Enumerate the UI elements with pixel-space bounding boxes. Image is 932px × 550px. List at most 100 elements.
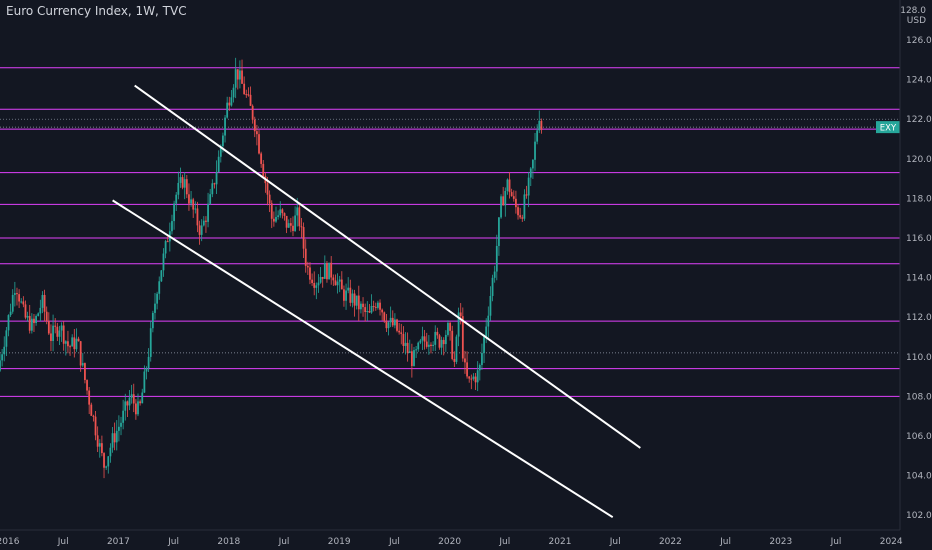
candle-body — [5, 330, 8, 347]
candle-body — [283, 213, 286, 216]
candle-body — [377, 302, 379, 308]
candle-body — [39, 307, 42, 314]
candle-body — [406, 342, 409, 354]
candle-body — [334, 280, 337, 286]
candle-body — [408, 351, 411, 354]
price-tick-label: 106.0 — [906, 432, 932, 442]
candle-body — [77, 338, 80, 342]
time-axis[interactable]: 2016 Jul 2017 Jul 2018 Jul 2019 Jul 2020 Jul 2021 J… — [0, 529, 903, 547]
candle-body — [495, 245, 498, 272]
candle-body — [92, 415, 95, 417]
price-axis[interactable]: 126.0 124.0 122.0 120.0 118.0 116.0 114.0 112.0… — [899, 0, 932, 550]
candle-body — [498, 217, 500, 246]
price-tick-label: 108.0 — [906, 392, 932, 402]
candle-body — [183, 179, 186, 188]
candle-body — [207, 203, 209, 222]
candle-body — [419, 340, 422, 343]
candle-body — [385, 320, 388, 329]
candle-body — [292, 225, 294, 231]
channel-line[interactable] — [134, 84, 641, 449]
candle-body — [485, 326, 488, 337]
candle-body — [22, 301, 25, 305]
candle-body — [476, 370, 479, 383]
candle-body — [35, 315, 37, 324]
time-tick-label: Jul — [167, 537, 179, 547]
candle-body — [196, 208, 199, 226]
time-tick-label: 2019 — [328, 537, 351, 547]
candle-body — [268, 194, 271, 204]
candle-body — [236, 69, 239, 80]
candle-body — [64, 341, 67, 344]
candle-body — [457, 312, 460, 337]
candle-body — [258, 134, 260, 154]
candle-body — [536, 130, 539, 142]
candle-body — [440, 339, 443, 348]
candle-body — [451, 330, 454, 359]
candle-body — [304, 248, 307, 266]
candle-body — [396, 319, 398, 331]
candle-body — [464, 358, 466, 363]
candle-body — [319, 277, 322, 283]
candle-body — [147, 356, 150, 369]
candle-body — [96, 435, 99, 447]
candle-body — [472, 376, 475, 379]
candle-body — [194, 208, 197, 210]
candle-body — [241, 70, 243, 84]
time-tick-label: 2022 — [659, 537, 682, 547]
candle-body — [262, 163, 265, 177]
candle-body — [222, 135, 224, 147]
price-tick-label: 122.0 — [906, 115, 932, 125]
candle-body — [200, 225, 203, 235]
candle-body — [198, 225, 201, 235]
candle-body — [362, 303, 364, 308]
candle-body — [387, 322, 390, 329]
candle-body — [151, 312, 154, 329]
candle-body — [124, 401, 127, 411]
candle-body — [88, 390, 91, 405]
candle-body — [370, 305, 373, 313]
candle-body — [132, 394, 135, 404]
candle-body — [13, 293, 16, 295]
candle-body — [415, 349, 418, 351]
price-tick-label: 104.0 — [906, 472, 932, 482]
candle-body — [177, 182, 180, 195]
candle-body — [517, 207, 519, 216]
candle-body — [234, 69, 237, 88]
candle-body — [468, 376, 471, 379]
candle-body — [126, 401, 129, 406]
candle-body — [372, 305, 375, 307]
time-tick-label: Jul — [498, 537, 510, 547]
candle-body — [101, 443, 103, 454]
candle-body — [531, 159, 534, 169]
price-axis-top-value: 128.0 — [900, 6, 926, 16]
time-tick-label: 2018 — [217, 537, 240, 547]
candle-body — [7, 315, 10, 331]
candle-body — [470, 378, 473, 380]
candle-body — [52, 325, 54, 341]
candle-body — [353, 293, 356, 306]
candle-body — [277, 215, 280, 217]
channel-line[interactable] — [112, 199, 614, 519]
candle-body — [139, 401, 142, 404]
price-tick-label: 124.0 — [906, 76, 932, 86]
candle-body — [508, 179, 511, 193]
candle-body — [374, 306, 377, 308]
candle-body — [251, 105, 254, 120]
candle-body — [351, 293, 354, 303]
candle-body — [73, 337, 76, 350]
candle-body — [421, 336, 424, 341]
candle-body — [50, 333, 52, 341]
candles — [0, 57, 543, 479]
candle-body — [84, 363, 86, 381]
price-tick-label: 116.0 — [906, 234, 932, 244]
candle-body — [300, 226, 303, 228]
channel-lines[interactable] — [112, 84, 641, 519]
candle-body — [164, 241, 167, 254]
candle-body — [156, 293, 159, 304]
price-tick-label: 118.0 — [906, 194, 932, 204]
candle-body — [427, 344, 430, 347]
candle-body — [162, 253, 165, 271]
candle-body — [449, 322, 451, 331]
candle-body — [279, 209, 282, 216]
